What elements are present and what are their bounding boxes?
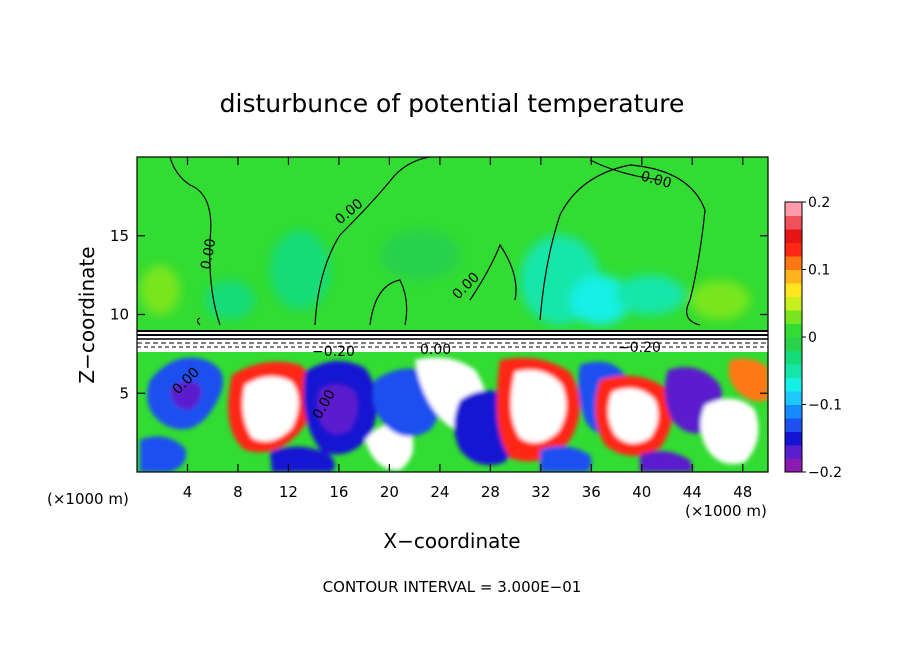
colorbar-tick-label: 0.1 <box>808 263 830 279</box>
colorbar-swatch <box>785 377 802 392</box>
x-tick-label: 28 <box>481 483 500 501</box>
x-tick-label: 32 <box>531 483 550 501</box>
contour-label: 0.00 <box>639 168 673 192</box>
x-tick-label: 8 <box>233 483 243 501</box>
x-tick-label: 48 <box>733 483 752 501</box>
contour-label: 0.00 <box>198 237 219 270</box>
x-tick-label: 40 <box>632 483 651 501</box>
x-tick-label: 24 <box>430 483 449 501</box>
colorbar-tick-label: −0.1 <box>808 398 842 414</box>
contour-label: 0.00 <box>420 342 451 358</box>
colorbar-swatch <box>785 242 802 257</box>
colorbar-swatch <box>785 391 802 405</box>
colorbar: 0.2 0.1 0 −0.1 −0.2 <box>784 195 842 481</box>
chart-title: disturbunce of potential temperature <box>220 89 685 118</box>
x-unit-left: (×1000 m) <box>47 490 129 508</box>
y-axis-label: Z−coordinate <box>75 246 99 383</box>
upper-anomalies <box>140 230 750 325</box>
colorbar-swatch <box>785 404 802 419</box>
colorbar-tick-label: 0 <box>808 330 817 346</box>
colorbar-swatch <box>785 431 802 446</box>
colorbar-swatch <box>785 418 802 432</box>
stratified-band <box>137 330 768 352</box>
colorbar-tick-label: −0.2 <box>808 465 842 481</box>
y-tick-label: 5 <box>119 384 129 402</box>
x-axis-label: X−coordinate <box>383 529 520 553</box>
colorbar-swatch <box>785 350 802 365</box>
colorbar-swatch <box>785 283 802 297</box>
contour-interval: CONTOUR INTERVAL = 3.000E−01 <box>323 578 582 596</box>
contour-lines <box>169 157 706 326</box>
colorbar-swatch <box>785 337 802 351</box>
x-tick-label: 16 <box>329 483 348 501</box>
x-tick-label: 20 <box>380 483 399 501</box>
x-tick-label: 36 <box>582 483 601 501</box>
colorbar-swatch <box>785 215 802 230</box>
contour-label: −0.20 <box>618 340 661 356</box>
contour-label: −0.20 <box>312 344 355 360</box>
plot-area: 0.00 0.00 0.00 0.00 0.00 0.00 −0.20 0.00… <box>137 157 768 472</box>
colorbar-swatch <box>785 256 802 270</box>
x-tick-label: 4 <box>183 483 193 501</box>
y-tick-label: 10 <box>110 306 129 324</box>
y-tick-label: 15 <box>110 227 129 245</box>
x-unit-right: (×1000 m) <box>685 502 767 520</box>
colorbar-swatch <box>785 296 802 311</box>
colorbar-swatch <box>785 445 802 459</box>
lower-anomalies <box>140 357 768 472</box>
colorbar-swatch <box>785 458 802 473</box>
colorbar-swatch <box>785 269 802 284</box>
colorbar-swatch <box>785 364 802 378</box>
x-tick-label: 44 <box>683 483 702 501</box>
colorbar-swatch <box>785 202 802 216</box>
x-tick-label: 12 <box>279 483 298 501</box>
colorbar-swatch <box>785 323 802 338</box>
band-lines <box>137 330 768 348</box>
colorbar-swatch <box>785 229 802 243</box>
colorbar-swatch <box>785 310 802 324</box>
colorbar-tick-label: 0.2 <box>808 195 830 211</box>
